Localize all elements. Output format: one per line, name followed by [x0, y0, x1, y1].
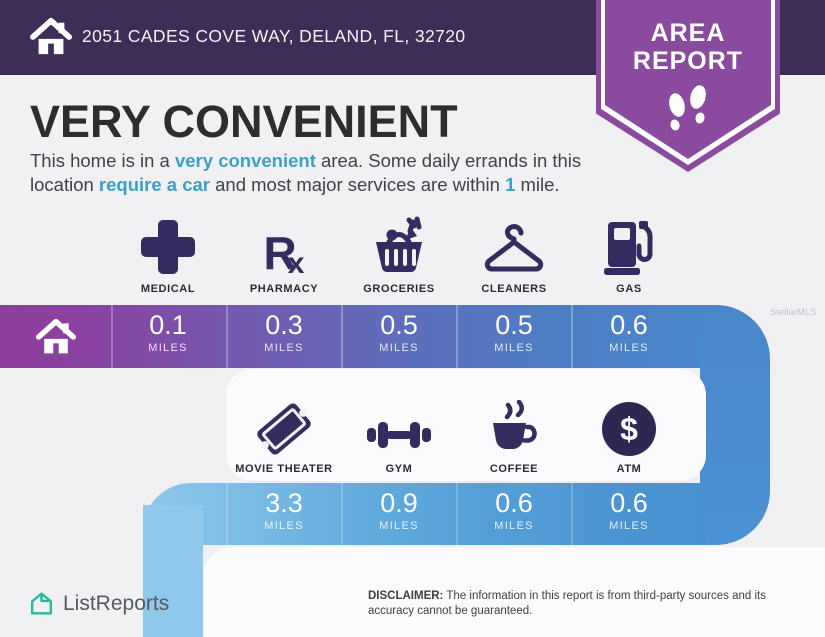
amenity-coffee: COFFEE [456, 392, 572, 475]
listreports-logo: ListReports [28, 590, 169, 617]
amenity-movie-theater: MOVIE THEATER [226, 392, 342, 475]
amenity-label: GAS [616, 283, 642, 295]
footprints-icon [596, 84, 780, 136]
amenity-label: ATM [616, 463, 642, 475]
disclaimer-panel [203, 547, 825, 637]
movie-ticket-icon [226, 392, 342, 457]
distance-movie-theater: 3.3 MILES [264, 488, 304, 533]
amenity-label: CLEANERS [481, 283, 547, 295]
coffee-cup-icon [456, 392, 572, 456]
amenity-label: COFFEE [489, 463, 539, 475]
distance-cleaners: 0.5 MILES [494, 310, 534, 355]
amenity-medical: MEDICAL [110, 212, 226, 295]
summary-paragraph: This home is in a very convenient area. … [30, 150, 582, 196]
highlight-require-a-car: require a car [98, 174, 210, 196]
distance-gas: 0.6 MILES [609, 310, 649, 355]
amenity-label: MOVIE THEATER [235, 463, 333, 475]
grocery-basket-icon [341, 212, 457, 276]
medical-cross-icon [110, 212, 226, 276]
amenity-atm: $ ATM [571, 392, 687, 475]
route-band-left [143, 505, 203, 637]
mls-watermark: StellarMLS [770, 307, 817, 318]
highlight-very-convenient: very convenient [174, 150, 316, 171]
amenity-label: GROCERIES [363, 283, 435, 295]
gas-pump-icon [571, 212, 687, 276]
route-corner-right [700, 305, 770, 545]
route-bar-bottom [143, 483, 706, 545]
amenity-label: GYM [385, 463, 413, 475]
home-icon [28, 16, 74, 63]
amenity-cleaners: CLEANERS [456, 212, 572, 295]
highlight-one-mile: 1 [505, 174, 516, 196]
amenity-groceries: GROCERIES [341, 212, 457, 295]
disclaimer-text: DISCLAIMER: The information in this repo… [368, 590, 766, 617]
listreports-wordmark: ListReports [63, 591, 170, 615]
hanger-icon [456, 212, 572, 276]
page-title: VERY CONVENIENT [30, 96, 458, 147]
distance-groceries: 0.5 MILES [379, 310, 419, 355]
route-home-icon [0, 305, 112, 368]
amenity-gym: GYM [341, 392, 457, 475]
area-report-badge: AREA REPORT [596, 0, 780, 172]
distance-atm: 0.6 MILES [609, 488, 649, 533]
amenity-gas: GAS [571, 212, 687, 295]
badge-title: AREA REPORT [632, 19, 744, 75]
dumbbell-icon [341, 392, 457, 456]
listreports-house-icon [30, 592, 53, 615]
distance-gym: 0.9 MILES [379, 488, 419, 533]
distance-pharmacy: 0.3 MILES [264, 310, 304, 355]
amenity-label: PHARMACY [249, 283, 319, 295]
route-bar-top [0, 305, 706, 368]
distance-medical: 0.1 MILES [148, 310, 188, 355]
property-address: 2051 CADES COVE WAY, DELAND, FL, 32720 [82, 26, 466, 46]
distance-coffee: 0.6 MILES [494, 488, 534, 533]
amenity-label: MEDICAL [140, 283, 196, 295]
atm-dollar-icon: $ [571, 392, 687, 456]
